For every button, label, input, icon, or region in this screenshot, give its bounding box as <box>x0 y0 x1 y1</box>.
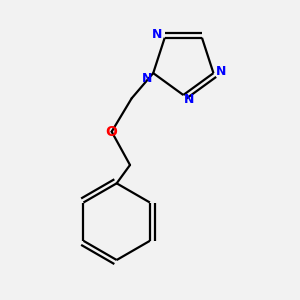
Text: N: N <box>184 94 194 106</box>
Text: N: N <box>216 65 226 78</box>
Text: N: N <box>142 72 152 85</box>
Text: O: O <box>106 125 118 139</box>
Text: N: N <box>152 28 163 41</box>
